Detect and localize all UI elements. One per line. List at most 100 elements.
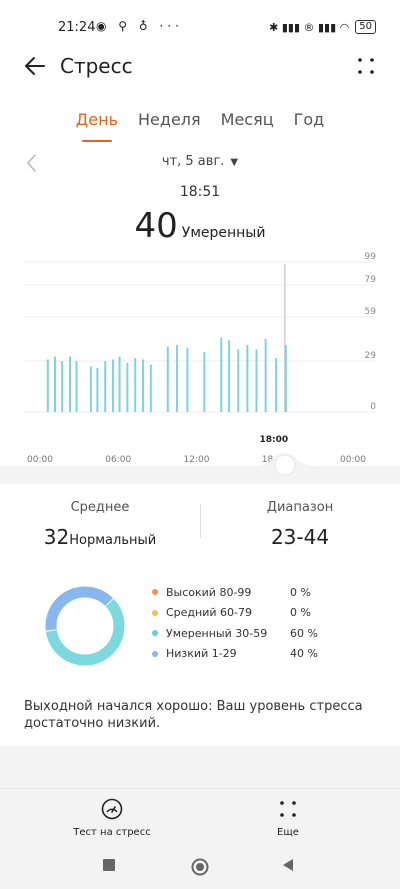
legend-percent: 0 % bbox=[290, 585, 311, 599]
stress-bar bbox=[104, 361, 107, 412]
home-circle-icon[interactable] bbox=[190, 857, 210, 877]
caret-down-icon: ▼ bbox=[230, 157, 239, 168]
legend-name: Высокий 80-99 bbox=[166, 585, 252, 599]
average-value-row: 32Нормальный bbox=[0, 525, 200, 549]
stress-level: Умеренный bbox=[181, 225, 266, 241]
stress-bar bbox=[149, 364, 152, 412]
stress-bar bbox=[75, 361, 78, 412]
range-value: 23-44 bbox=[270, 525, 330, 549]
stress-bar bbox=[126, 362, 129, 412]
stress-bar bbox=[284, 344, 287, 412]
legend-name: Низкий 1-29 bbox=[166, 647, 237, 661]
tab-year[interactable]: Год bbox=[293, 110, 325, 129]
stats-card: Среднее 32Нормальный Диапазон 23-44 Высо… bbox=[0, 484, 400, 746]
more-dots-icon bbox=[280, 801, 296, 817]
stress-summary: Выходной начался хорошо: Ваш уровень стр… bbox=[24, 699, 363, 731]
stress-bar bbox=[264, 339, 267, 412]
legend-percent: 40 % bbox=[290, 647, 318, 661]
stats-divider bbox=[200, 504, 201, 538]
selected-hour-label: 18:00 bbox=[260, 435, 289, 445]
y-tick-label: 59 bbox=[365, 307, 377, 317]
stress-bar bbox=[175, 344, 178, 412]
legend-dot-icon bbox=[152, 609, 158, 616]
more-label: Еще bbox=[277, 827, 299, 838]
x-tick-label: 00:00 bbox=[27, 455, 53, 465]
gauge-icon bbox=[101, 798, 123, 820]
average-value: 32 bbox=[43, 525, 70, 549]
stress-bar bbox=[166, 346, 169, 412]
stress-test-button[interactable]: Тест на стресс bbox=[62, 797, 162, 838]
bottom-action-bar: Тест на стресс Еще bbox=[0, 788, 400, 844]
legend-row-moderate: Умеренный 30-59 60 % bbox=[152, 623, 352, 644]
stress-bar bbox=[89, 366, 92, 412]
period-tabs: День Неделя Месяц Год bbox=[0, 108, 400, 142]
battery-icon: 50 bbox=[355, 20, 376, 34]
chevron-left-icon[interactable] bbox=[22, 152, 42, 174]
donut-segment bbox=[45, 586, 125, 666]
selected-value: 40 Умеренный bbox=[0, 206, 400, 246]
stress-bar bbox=[220, 337, 223, 412]
page-title: Стресс bbox=[60, 54, 133, 78]
tab-week[interactable]: Неделя bbox=[138, 110, 201, 129]
tab-day[interactable]: День bbox=[74, 108, 120, 142]
stress-bar bbox=[203, 352, 206, 412]
range-stat: Диапазон 23-44 bbox=[200, 500, 400, 549]
more-button[interactable]: Еще bbox=[258, 797, 318, 838]
legend-name: Средний 60-79 bbox=[166, 606, 252, 620]
average-stat: Среднее 32Нормальный bbox=[0, 500, 200, 549]
stress-bar bbox=[134, 358, 137, 412]
stress-bar bbox=[228, 340, 231, 412]
legend: Высокий 80-99 0 % Средний 60-79 0 % Умер… bbox=[152, 582, 352, 664]
legend-row-medium: Средний 60-79 0 % bbox=[152, 603, 352, 624]
system-nav-bar bbox=[0, 845, 400, 889]
legend-dot-icon bbox=[152, 650, 158, 657]
back-triangle-icon[interactable] bbox=[280, 857, 296, 873]
notification-icons: ◉ ⚲ ♁ ··· bbox=[96, 19, 183, 33]
stress-bar bbox=[61, 361, 64, 412]
stress-bar bbox=[237, 349, 240, 412]
stress-bar bbox=[46, 359, 49, 412]
back-arrow-icon[interactable] bbox=[22, 52, 50, 80]
y-tick-label: 29 bbox=[365, 351, 377, 361]
stress-bar bbox=[118, 356, 121, 412]
y-tick-label: 99 bbox=[365, 252, 377, 262]
legend-dot-icon bbox=[152, 589, 158, 596]
stress-bar bbox=[246, 344, 249, 412]
legend-name: Умеренный 30-59 bbox=[166, 626, 268, 640]
status-bar: 21:24 ◉ ⚲ ♁ ··· ✱ ▮▮▮ ® ▮▮▮ ◠ 50 bbox=[0, 0, 400, 44]
stress-test-label: Тест на стресс bbox=[73, 827, 151, 838]
tab-month[interactable]: Месяц bbox=[220, 110, 274, 129]
stress-bar bbox=[68, 356, 71, 412]
x-tick-label: 06:00 bbox=[105, 455, 131, 465]
recents-square-icon[interactable] bbox=[101, 857, 117, 873]
x-tick-label: 12:00 bbox=[184, 455, 210, 465]
stress-bar bbox=[255, 349, 258, 412]
x-tick-label: 00:00 bbox=[340, 455, 366, 465]
y-tick-label: 0 bbox=[370, 402, 376, 412]
legend-percent: 0 % bbox=[290, 606, 311, 620]
average-level: Нормальный bbox=[69, 533, 157, 548]
stress-bar bbox=[96, 368, 99, 412]
stress-bar bbox=[142, 359, 145, 412]
stress-bar bbox=[53, 356, 56, 412]
legend-row-low: Низкий 1-29 40 % bbox=[152, 644, 352, 665]
stress-bar bbox=[112, 359, 115, 412]
donut-segment bbox=[45, 586, 125, 666]
status-right: ✱ ▮▮▮ ® ▮▮▮ ◠ 50 bbox=[269, 20, 376, 34]
header: Стресс bbox=[0, 44, 400, 90]
legend-dot-icon bbox=[152, 630, 158, 637]
legend-percent: 60 % bbox=[290, 626, 318, 640]
legend-row-high: Высокий 80-99 0 % bbox=[152, 582, 352, 603]
average-label: Среднее bbox=[70, 500, 130, 515]
signal-icons: ✱ ▮▮▮ ® ▮▮▮ ◠ bbox=[269, 20, 350, 34]
date-label: чт, 5 авг. bbox=[161, 154, 225, 169]
stress-value: 40 bbox=[134, 206, 178, 246]
more-dots-icon[interactable] bbox=[356, 56, 376, 76]
date-selector[interactable]: чт, 5 авг. ▼ bbox=[0, 154, 400, 169]
y-tick-label: 79 bbox=[365, 275, 377, 285]
chart-slider-track bbox=[0, 453, 400, 480]
date-row: чт, 5 авг. ▼ bbox=[0, 150, 400, 176]
chart-slider-handle[interactable] bbox=[274, 454, 296, 476]
stress-bar bbox=[186, 347, 189, 412]
